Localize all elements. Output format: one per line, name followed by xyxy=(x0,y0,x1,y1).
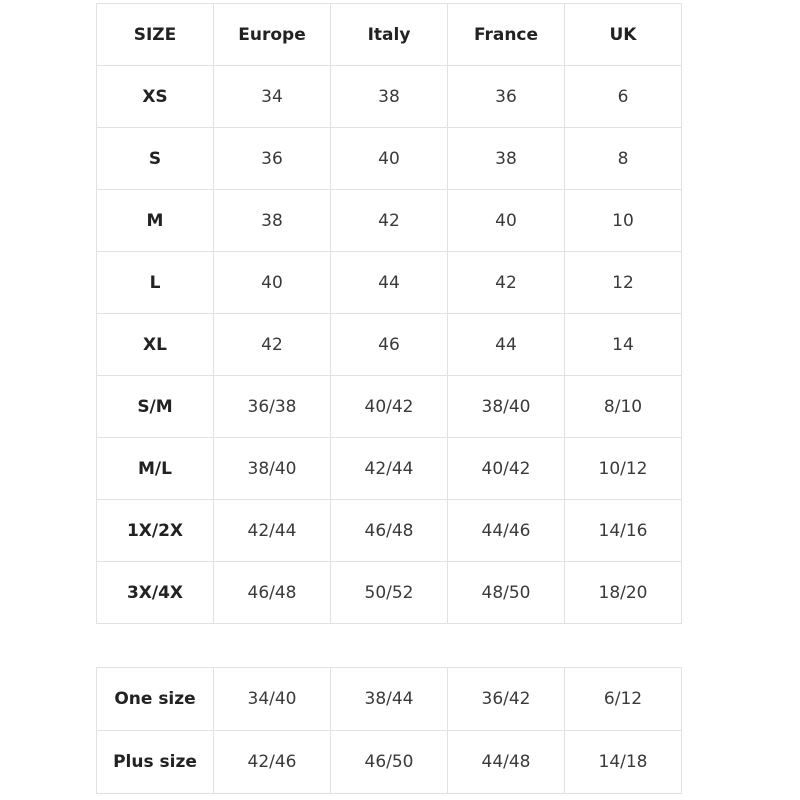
size-conversion-table: SIZE Europe Italy France UK XS 34 38 36 6 S 36 40 38 8… xyxy=(96,3,682,624)
table-row: One size 34/40 38/44 36/42 6/12 xyxy=(96,667,682,731)
table-row: M/L 38/40 42/44 40/42 10/12 xyxy=(96,437,682,500)
size-value: 36 xyxy=(447,65,565,128)
table-row: XS 34 38 36 6 xyxy=(96,65,682,128)
size-value: 38/40 xyxy=(447,375,565,438)
column-header: UK xyxy=(564,3,682,66)
column-header: SIZE xyxy=(96,3,214,66)
size-value: 38/44 xyxy=(330,667,448,731)
table-row: XL 42 46 44 14 xyxy=(96,313,682,376)
size-label: One size xyxy=(96,667,214,731)
size-value: 38/40 xyxy=(213,437,331,500)
table-row: M 38 42 40 10 xyxy=(96,189,682,252)
size-value: 38 xyxy=(447,127,565,190)
size-value: 18/20 xyxy=(564,561,682,624)
size-value: 6/12 xyxy=(564,667,682,731)
size-value: 8 xyxy=(564,127,682,190)
size-value: 40/42 xyxy=(330,375,448,438)
size-value: 44/48 xyxy=(447,730,565,794)
column-header: Italy xyxy=(330,3,448,66)
size-label: S/M xyxy=(96,375,214,438)
size-value: 40 xyxy=(213,251,331,314)
size-label: M xyxy=(96,189,214,252)
size-value: 46/48 xyxy=(213,561,331,624)
size-value: 38 xyxy=(213,189,331,252)
size-value: 42/44 xyxy=(330,437,448,500)
size-label: Plus size xyxy=(96,730,214,794)
size-value: 42/44 xyxy=(213,499,331,562)
size-value: 14 xyxy=(564,313,682,376)
size-label: 1X/2X xyxy=(96,499,214,562)
size-value: 10/12 xyxy=(564,437,682,500)
size-value: 8/10 xyxy=(564,375,682,438)
size-value: 42 xyxy=(447,251,565,314)
size-value: 48/50 xyxy=(447,561,565,624)
size-value: 12 xyxy=(564,251,682,314)
size-value: 44/46 xyxy=(447,499,565,562)
size-value: 34 xyxy=(213,65,331,128)
size-value: 36/38 xyxy=(213,375,331,438)
size-value: 50/52 xyxy=(330,561,448,624)
size-value: 40/42 xyxy=(447,437,565,500)
size-value: 42 xyxy=(213,313,331,376)
size-value: 44 xyxy=(447,313,565,376)
table-row: S/M 36/38 40/42 38/40 8/10 xyxy=(96,375,682,438)
size-value: 46/48 xyxy=(330,499,448,562)
size-value: 14/16 xyxy=(564,499,682,562)
size-value: 46 xyxy=(330,313,448,376)
size-value: 10 xyxy=(564,189,682,252)
column-header: France xyxy=(447,3,565,66)
size-value: 42/46 xyxy=(213,730,331,794)
size-value: 36 xyxy=(213,127,331,190)
table-row: S 36 40 38 8 xyxy=(96,127,682,190)
size-value: 38 xyxy=(330,65,448,128)
size-label: XL xyxy=(96,313,214,376)
size-label: L xyxy=(96,251,214,314)
size-value: 46/50 xyxy=(330,730,448,794)
size-value: 44 xyxy=(330,251,448,314)
table-row: 1X/2X 42/44 46/48 44/46 14/16 xyxy=(96,499,682,562)
size-value: 40 xyxy=(330,127,448,190)
size-label: S xyxy=(96,127,214,190)
size-label: 3X/4X xyxy=(96,561,214,624)
table-row: L 40 44 42 12 xyxy=(96,251,682,314)
header-row: SIZE Europe Italy France UK xyxy=(96,3,682,66)
size-value: 42 xyxy=(330,189,448,252)
size-value: 34/40 xyxy=(213,667,331,731)
size-value: 14/18 xyxy=(564,730,682,794)
table-row: Plus size 42/46 46/50 44/48 14/18 xyxy=(96,730,682,794)
table-row: 3X/4X 46/48 50/52 48/50 18/20 xyxy=(96,561,682,624)
size-label: M/L xyxy=(96,437,214,500)
size-value: 40 xyxy=(447,189,565,252)
size-value: 6 xyxy=(564,65,682,128)
size-label: XS xyxy=(96,65,214,128)
size-value: 36/42 xyxy=(447,667,565,731)
column-header: Europe xyxy=(213,3,331,66)
special-size-table: One size 34/40 38/44 36/42 6/12 Plus size 42/4… xyxy=(96,667,682,794)
